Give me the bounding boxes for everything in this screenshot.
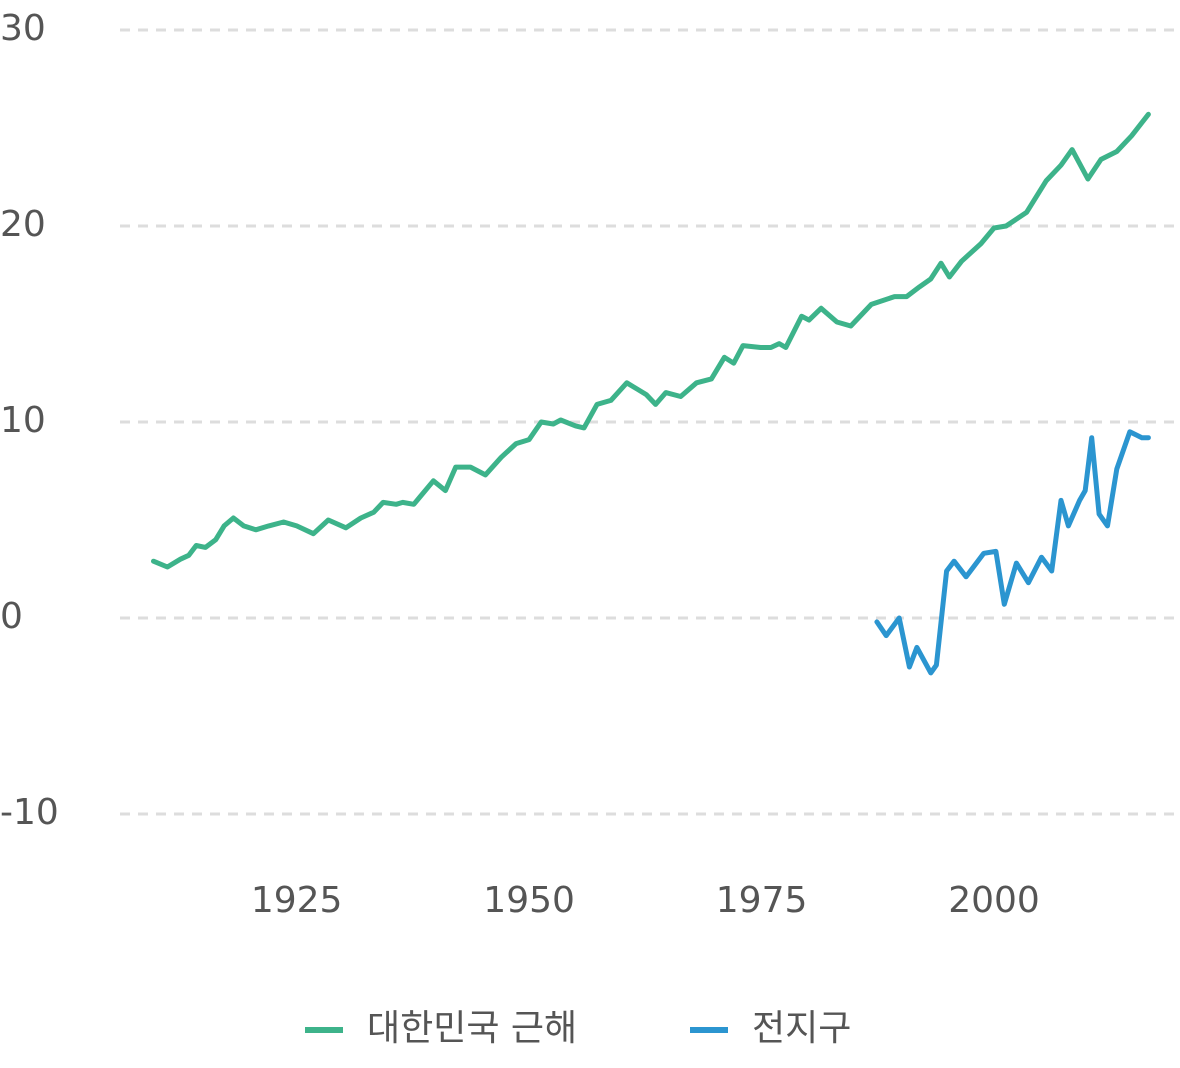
y-tick-label: 10 (0, 400, 46, 441)
legend-label: 대한민국 근해 (367, 1008, 577, 1049)
y-tick-label: 30 (0, 8, 46, 49)
y-tick-label: -10 (0, 792, 59, 833)
y-tick-label: 0 (0, 596, 23, 637)
y-tick-label: 20 (0, 204, 46, 245)
x-tick-label: 2000 (948, 880, 1040, 921)
x-tick-label: 1950 (483, 880, 575, 921)
x-tick-label: 1925 (251, 880, 343, 921)
x-tick-label: 1975 (716, 880, 808, 921)
line (874, 429, 1151, 676)
legend-label: 전지구 (752, 1008, 851, 1049)
line (151, 111, 1151, 570)
